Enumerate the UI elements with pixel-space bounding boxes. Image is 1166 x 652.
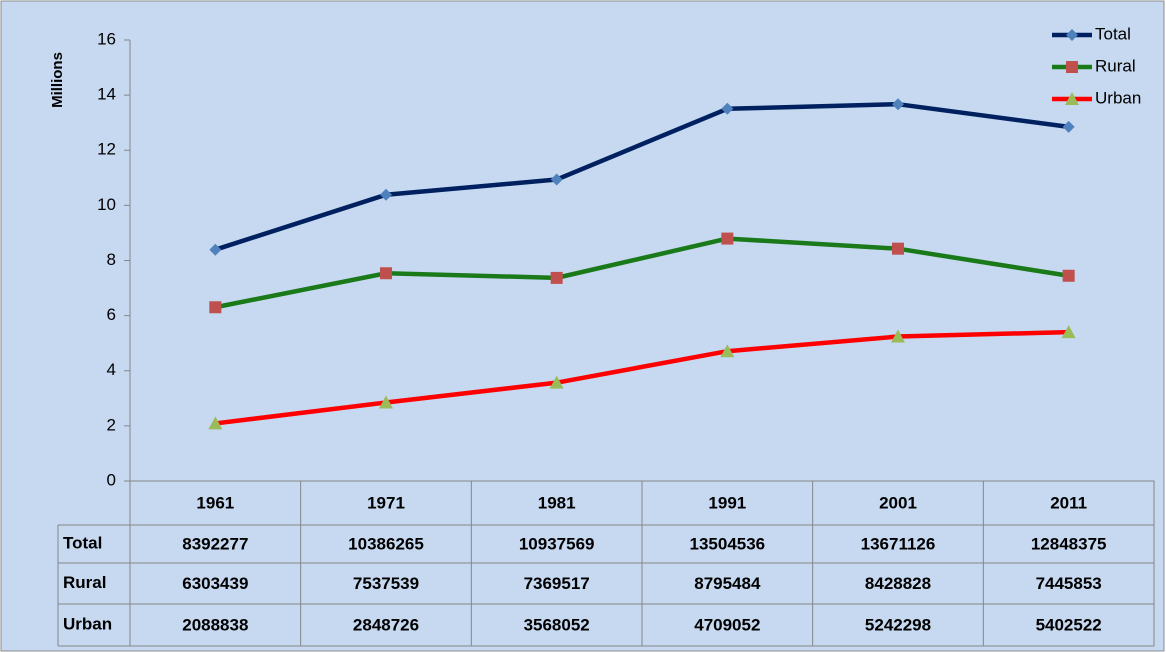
legend-label: Rural — [1095, 56, 1136, 75]
marker — [379, 395, 393, 409]
table-cell: 2088838 — [182, 615, 248, 634]
table-cell: 6303439 — [182, 574, 248, 593]
legend-marker — [1066, 29, 1078, 41]
table-row-label: Total — [63, 533, 102, 552]
series-line — [215, 329, 1069, 426]
x-tick-label: 1981 — [538, 493, 576, 512]
y-tick-label: 2 — [107, 415, 116, 434]
x-tick-label: 1991 — [708, 493, 746, 512]
table-cell: 3568052 — [524, 615, 590, 634]
y-tick-label: 8 — [107, 250, 116, 269]
marker — [892, 242, 904, 255]
table-cell: 7537539 — [353, 574, 419, 593]
y-tick-label: 12 — [97, 140, 116, 159]
marker — [380, 188, 392, 201]
table-cell: 5242298 — [865, 615, 931, 634]
table-cell: 8428828 — [865, 574, 931, 593]
marker — [1061, 325, 1076, 339]
legend-marker — [1065, 92, 1079, 105]
table-cell: 7445853 — [1036, 574, 1102, 593]
series-line — [214, 101, 1069, 252]
table-cell: 8392277 — [182, 534, 248, 553]
table-row-label: Urban — [63, 614, 112, 633]
marker — [892, 98, 904, 111]
marker — [720, 344, 735, 358]
table-cell: 10937569 — [519, 534, 595, 553]
marker — [721, 232, 734, 245]
y-tick-label: 16 — [97, 29, 116, 48]
table-cell: 10386265 — [348, 534, 424, 553]
marker — [1062, 120, 1075, 133]
marker — [721, 102, 734, 115]
x-tick-label: 2001 — [879, 493, 917, 512]
table-cell: 4709052 — [694, 615, 760, 634]
y-axis-label: Millions — [49, 52, 66, 108]
table-row-label: Rural — [63, 573, 106, 592]
marker — [208, 416, 223, 430]
table-cell: 5402522 — [1036, 615, 1102, 634]
marker — [550, 271, 563, 284]
table-cell: 13671126 — [861, 534, 936, 553]
y-tick-label: 4 — [107, 360, 116, 379]
x-tick-label: 2011 — [1050, 493, 1087, 512]
table-cell: 2848726 — [353, 615, 419, 634]
marker — [891, 329, 905, 343]
marker — [550, 173, 563, 186]
table-cell: 12848375 — [1031, 534, 1107, 553]
table-cell: 7369517 — [524, 574, 590, 593]
y-tick-label: 6 — [107, 305, 116, 324]
legend-label: Urban — [1095, 88, 1141, 107]
series-line — [214, 236, 1070, 310]
table-cell: 8795484 — [694, 574, 761, 593]
legend-label: Total — [1095, 24, 1131, 43]
marker — [1062, 269, 1075, 282]
marker — [209, 301, 222, 314]
x-tick-label: 1971 — [367, 493, 405, 512]
x-tick-label: 1961 — [196, 493, 234, 512]
table-cell: 13504536 — [690, 534, 766, 553]
y-tick-label: 10 — [97, 195, 116, 214]
marker — [380, 267, 392, 280]
legend-marker — [1066, 61, 1078, 73]
marker — [549, 375, 564, 389]
marker — [209, 243, 222, 256]
y-tick-label: 14 — [97, 85, 116, 104]
y-tick-label: 0 — [107, 470, 116, 489]
